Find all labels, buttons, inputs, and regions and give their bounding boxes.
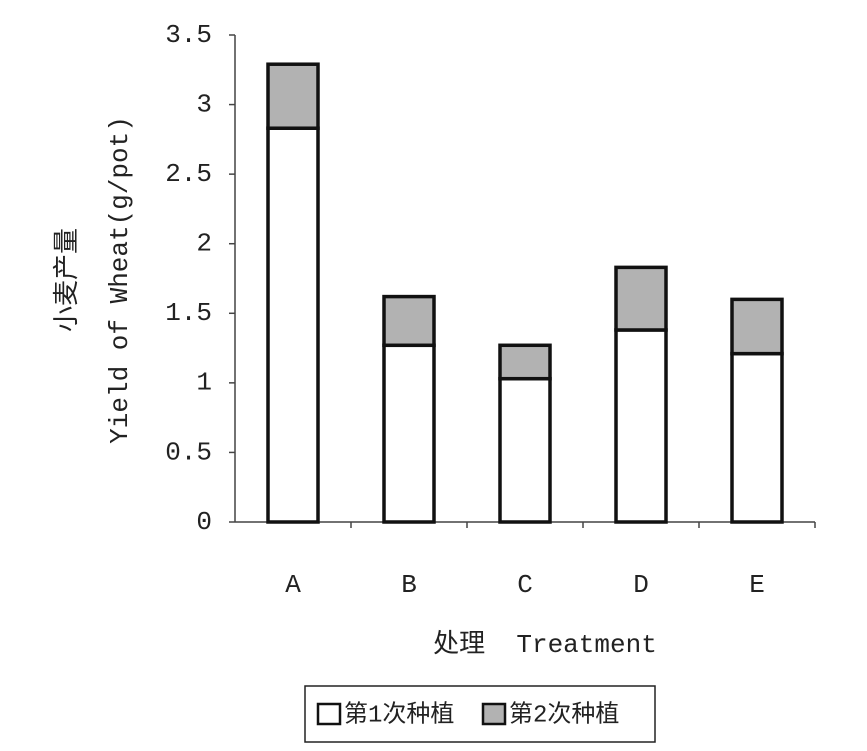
y-tick-label: 2.5 bbox=[165, 159, 212, 189]
legend-box bbox=[304, 685, 656, 743]
x-tick-label: E bbox=[749, 570, 765, 600]
y-tick-label: 3.5 bbox=[165, 20, 212, 50]
x-tick-label: D bbox=[633, 570, 649, 600]
y-axis-label: 小麦产量 bbox=[52, 228, 83, 332]
y-tick-label: 0 bbox=[196, 507, 212, 537]
y-tick-label: 0.5 bbox=[165, 437, 212, 467]
bar-segment bbox=[382, 294, 436, 348]
legend-swatch bbox=[316, 702, 342, 726]
x-tick-label: B bbox=[401, 570, 417, 600]
bar-segment bbox=[266, 126, 320, 524]
legend-label: 第2次种植 bbox=[509, 700, 619, 729]
bar-segment bbox=[614, 328, 668, 524]
x-axis-label: 处理 Treatment bbox=[433, 629, 657, 660]
bar-segment bbox=[266, 62, 320, 130]
y-tick-label: 1.5 bbox=[165, 298, 212, 328]
y-axis-label: Yield of Wheat(g/pot) bbox=[105, 116, 135, 444]
bar-segment bbox=[730, 297, 784, 356]
bar-segment bbox=[498, 376, 552, 524]
x-tick-label: A bbox=[285, 570, 301, 600]
legend-swatch bbox=[481, 702, 507, 726]
bar-segment bbox=[382, 343, 436, 524]
x-tick-label: C bbox=[517, 570, 533, 600]
bar-segment bbox=[614, 265, 668, 332]
legend-label: 第1次种植 bbox=[344, 700, 454, 729]
y-tick-label: 1 bbox=[196, 368, 212, 398]
y-tick-label: 3 bbox=[196, 89, 212, 119]
bar-segment bbox=[730, 351, 784, 524]
y-tick-label: 2 bbox=[196, 229, 212, 259]
bar-segment bbox=[498, 343, 552, 381]
